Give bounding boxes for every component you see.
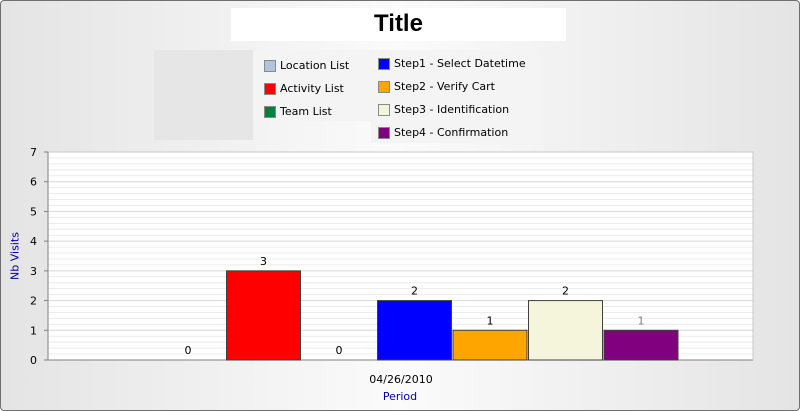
legend-label: Location List xyxy=(280,59,350,72)
bar-value-label: 0 xyxy=(336,344,343,357)
bar-5 xyxy=(452,329,528,361)
x-tick-label: 04/26/2010 xyxy=(369,373,432,386)
y-tick-label: 4 xyxy=(30,235,37,248)
bar-2 xyxy=(226,270,301,361)
legend-swatch xyxy=(264,106,276,118)
bar-value-label: 1 xyxy=(638,314,645,327)
y-tick-label: 7 xyxy=(30,146,37,159)
legend-swatch xyxy=(378,58,390,70)
bar-value-label: 3 xyxy=(260,255,267,268)
y-tick-label: 5 xyxy=(30,205,37,218)
legend-label: Step3 - Identification xyxy=(394,103,510,116)
x-axis-label: Period xyxy=(382,390,418,403)
y-tick-label: 0 xyxy=(30,354,37,367)
y-axis-label: Nb Visits xyxy=(8,232,22,280)
legend-label: Step2 - Verify Cart xyxy=(394,80,495,93)
legend-label: Step1 - Select Datetime xyxy=(394,57,526,70)
bar-value-label: 2 xyxy=(411,285,418,298)
legend-background xyxy=(154,50,253,140)
bar-6 xyxy=(528,300,603,361)
y-tick-label: 2 xyxy=(30,295,37,308)
legend-swatch xyxy=(378,81,390,93)
legend-swatch xyxy=(264,60,276,72)
y-tick-label: 1 xyxy=(30,324,37,337)
legend-swatch xyxy=(378,127,390,139)
y-tick-label: 3 xyxy=(30,265,37,278)
title-box: Title xyxy=(231,8,566,41)
legend-column-2: Step1 - Select Datetime Step2 - Verify C… xyxy=(371,50,539,143)
y-tick-label: 6 xyxy=(30,176,37,189)
bar-4 xyxy=(377,300,452,361)
bar-7 xyxy=(603,329,679,361)
legend-swatch xyxy=(264,83,276,95)
legend-column-1: Location List Activity List Team List xyxy=(253,50,371,121)
legend-swatch xyxy=(378,104,390,116)
legend-label: Step4 - Confirmation xyxy=(394,126,509,139)
legend-label: Activity List xyxy=(280,82,344,95)
bar-value-label: 2 xyxy=(562,285,569,298)
chart-title: Title xyxy=(374,10,423,37)
bar-value-label: 0 xyxy=(185,344,192,357)
legend-label: Team List xyxy=(280,105,332,118)
bar-value-label: 1 xyxy=(487,314,494,327)
